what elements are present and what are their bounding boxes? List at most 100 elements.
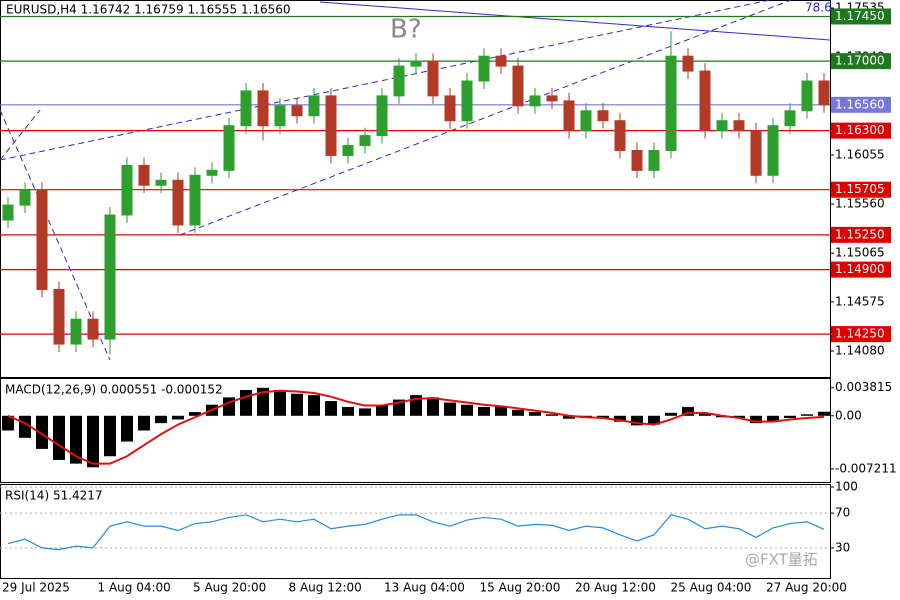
price-title: EURUSD,H4 1.16742 1.16759 1.16555 1.1656… <box>6 3 291 17</box>
level-label: 1.15705 <box>835 182 885 196</box>
macd-bar <box>444 402 456 416</box>
macd-bar <box>70 415 82 464</box>
macd-bar <box>36 415 48 449</box>
candle-body <box>801 80 813 112</box>
wave-annotation: B? <box>390 15 422 45</box>
candle-body <box>699 70 711 132</box>
macd-bar <box>121 415 133 442</box>
y-tick-label: 0.00 <box>835 408 862 422</box>
candle-body <box>682 55 694 72</box>
candle-body <box>529 95 541 107</box>
level-label: 1.14900 <box>835 262 885 276</box>
macd-bar <box>189 412 201 416</box>
candle-body <box>104 214 116 340</box>
candle-body <box>444 95 456 122</box>
macd-bar <box>257 387 269 416</box>
y-tick-label: 1.16055 <box>835 147 885 161</box>
macd-bar <box>308 395 320 416</box>
macd-bar <box>529 412 541 416</box>
candle-body <box>546 95 558 102</box>
candle-body <box>580 110 592 132</box>
x-tick-label: 15 Aug 20:00 <box>480 581 561 595</box>
candle-body <box>648 149 660 171</box>
macd-bar <box>631 415 643 426</box>
macd-bar <box>240 390 252 416</box>
level-label: 1.16560 <box>835 97 885 111</box>
x-tick-label: 29 Jul 2025 <box>2 581 70 595</box>
macd-bar <box>665 412 677 416</box>
candle-body <box>155 179 167 186</box>
short-trend <box>0 109 41 161</box>
candle-body <box>257 90 269 127</box>
macd-bar <box>750 415 762 424</box>
candle-body <box>733 120 745 132</box>
candle-body <box>784 110 796 127</box>
x-tick-label: 13 Aug 04:00 <box>384 581 465 595</box>
level-label-box <box>831 8 891 25</box>
candle-body <box>512 65 524 107</box>
candle-body <box>478 55 490 82</box>
x-tick-label: 1 Aug 04:00 <box>98 581 171 595</box>
macd-bar <box>648 415 660 425</box>
candle-body <box>87 318 99 340</box>
level-label-box <box>831 261 891 278</box>
trend-lines <box>0 0 831 361</box>
candle-body <box>19 189 31 206</box>
macd-bar <box>155 415 167 424</box>
level-label-box <box>831 226 891 243</box>
level-label-box <box>831 326 891 343</box>
candle-body <box>495 55 507 67</box>
candle-body <box>631 149 643 171</box>
macd-bar <box>733 415 745 418</box>
x-tick-label: 8 Aug 12:00 <box>289 581 362 595</box>
macd-bar <box>291 393 303 416</box>
macd-bar <box>461 404 473 416</box>
candle-body <box>36 189 48 290</box>
candle-body <box>716 120 728 132</box>
candle-body <box>818 80 830 106</box>
candle-body <box>240 90 252 127</box>
level-label: 1.17450 <box>835 9 885 23</box>
candle-body <box>665 55 677 151</box>
y-tick-label: 1.15560 <box>835 197 885 211</box>
rsi-title: RSI(14) 51.4217 <box>5 489 103 503</box>
macd-bar <box>342 406 354 416</box>
macd-bar <box>359 408 371 416</box>
watermark: @FXT量拓 <box>745 551 818 569</box>
level-label: 1.15250 <box>835 227 885 241</box>
candle-body <box>291 105 303 117</box>
macd-bar <box>427 397 439 416</box>
x-tick-label: 20 Aug 12:00 <box>575 581 656 595</box>
y-tick-label: -0.007211 <box>835 461 897 475</box>
x-tick-label: 5 Aug 20:00 <box>193 581 266 595</box>
signal-line <box>7 389 825 465</box>
level-label: 1.14250 <box>835 327 885 341</box>
candle-body <box>121 164 133 216</box>
candle-body <box>223 125 235 171</box>
macd-bar <box>512 409 524 416</box>
candle-body <box>393 65 405 97</box>
rsi-frame <box>0 484 831 579</box>
x-tick-label: 25 Aug 04:00 <box>671 581 752 595</box>
macd-bar <box>53 415 65 460</box>
candle-body <box>189 174 201 226</box>
macd-bar <box>784 415 796 418</box>
macd-bar <box>614 415 626 422</box>
macd-bar <box>87 415 99 468</box>
down-trend <box>0 109 111 361</box>
macd-bar <box>699 412 711 416</box>
candle-body <box>767 125 779 176</box>
fib-annotation: 78.6 <box>805 1 832 15</box>
macd-bar <box>597 415 609 418</box>
y-tick-label: 0.003815 <box>835 380 892 394</box>
channel-upper <box>0 0 771 161</box>
candle-body <box>614 120 626 151</box>
x-tick-label: 27 Aug 20:00 <box>766 581 847 595</box>
macd-bar <box>138 415 150 431</box>
y-tick-label: 1.14080 <box>835 343 885 357</box>
macd-bar <box>376 404 388 416</box>
y-tick-label: 30 <box>835 540 850 554</box>
resistance-trend <box>319 1 831 41</box>
candle-body <box>53 288 65 345</box>
